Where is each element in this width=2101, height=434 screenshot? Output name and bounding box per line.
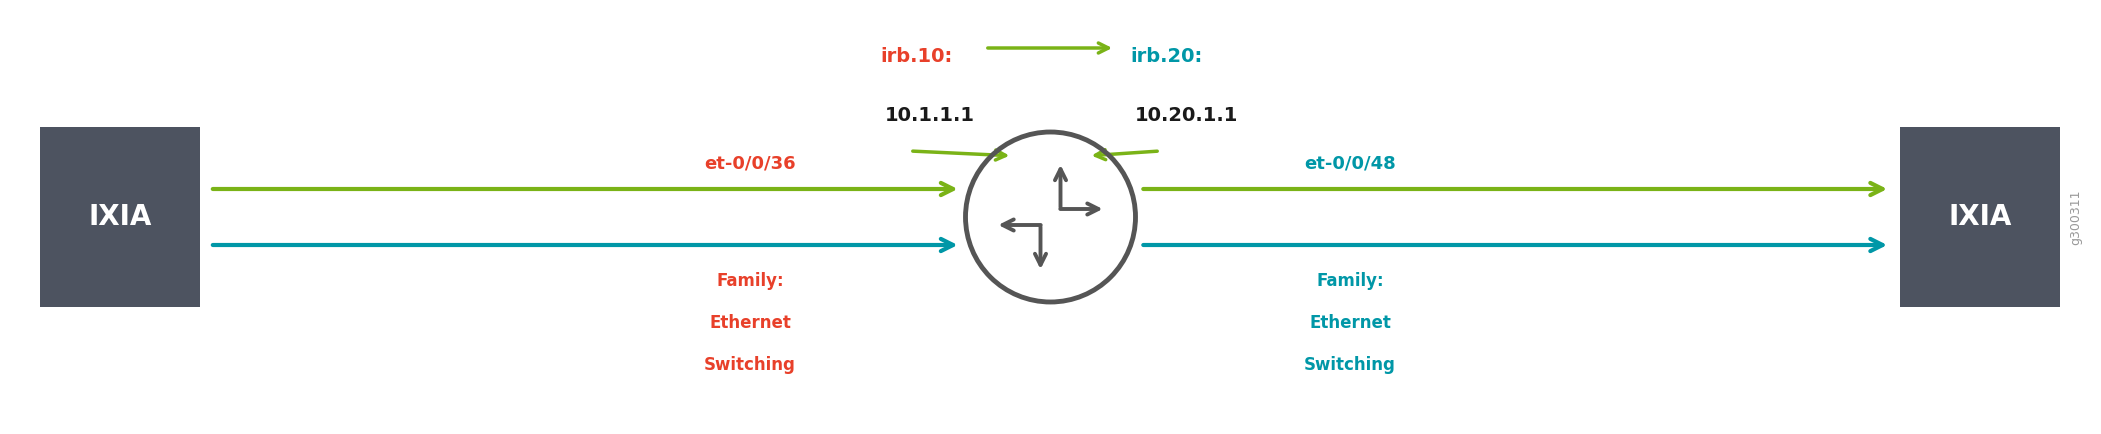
Text: Ethernet: Ethernet (1309, 314, 1391, 332)
Text: irb.20:: irb.20: (1130, 47, 1202, 66)
Text: Switching: Switching (1305, 356, 1395, 374)
Text: Ethernet: Ethernet (708, 314, 790, 332)
Text: Switching: Switching (704, 356, 796, 374)
Text: irb.10:: irb.10: (880, 47, 952, 66)
Text: et-0/0/48: et-0/0/48 (1305, 154, 1395, 172)
Text: Family:: Family: (1315, 272, 1385, 290)
Text: Family:: Family: (716, 272, 784, 290)
Text: IXIA: IXIA (1948, 203, 2011, 231)
Text: 10.20.1.1: 10.20.1.1 (1135, 106, 1237, 125)
Text: et-0/0/36: et-0/0/36 (704, 154, 796, 172)
Text: IXIA: IXIA (88, 203, 151, 231)
FancyBboxPatch shape (40, 127, 200, 307)
Text: g300311: g300311 (2069, 189, 2082, 245)
Text: 10.1.1.1: 10.1.1.1 (885, 106, 975, 125)
FancyBboxPatch shape (1899, 127, 2059, 307)
